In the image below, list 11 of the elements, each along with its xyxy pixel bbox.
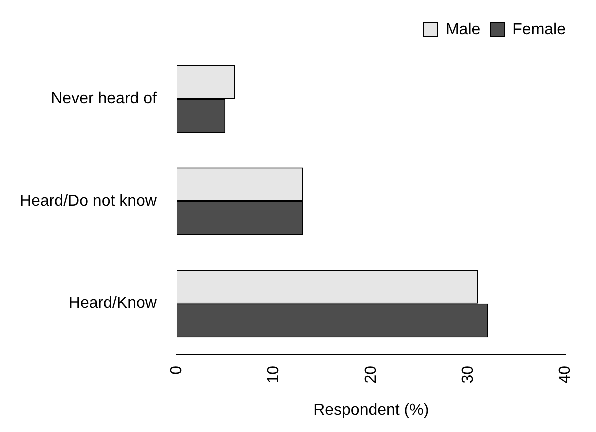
x-tick-label: 20 xyxy=(362,366,380,384)
x-tick-label: 10 xyxy=(266,366,283,384)
x-tick-label: 0 xyxy=(168,366,186,375)
y-tick-label: Heard/Know xyxy=(68,295,158,312)
y-tick-label: Heard/Do not know xyxy=(20,192,158,210)
legend-label: Female xyxy=(512,21,566,38)
y-tick-label: Never heard of xyxy=(51,90,158,108)
x-axis-title: Respondent (%) xyxy=(314,402,430,419)
x-tick-label: 30 xyxy=(460,366,477,384)
x-tick-label: 40 xyxy=(557,366,574,384)
legend-label: Male xyxy=(446,21,481,38)
